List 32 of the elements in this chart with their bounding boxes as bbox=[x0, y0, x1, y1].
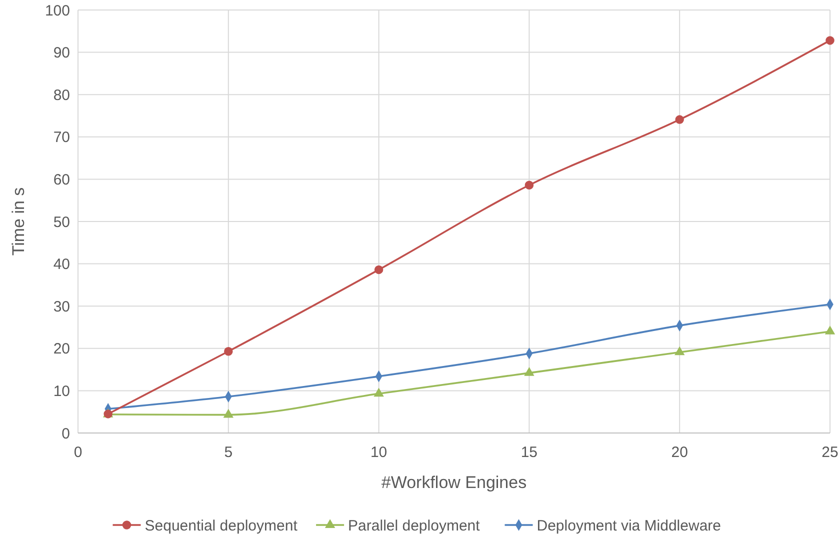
x-tick-label: 10 bbox=[370, 444, 388, 461]
point bbox=[674, 346, 685, 356]
y-tick-label: 90 bbox=[53, 44, 70, 62]
x-axis-title: #Workflow Engines bbox=[381, 473, 527, 492]
point bbox=[824, 326, 836, 334]
x-tick-label: 20 bbox=[671, 444, 688, 461]
legend-label: Parallel deployment bbox=[348, 517, 481, 534]
point bbox=[524, 367, 534, 376]
y-tick-label: 80 bbox=[53, 86, 70, 104]
y-axis-title: Time in s bbox=[9, 187, 28, 256]
point bbox=[223, 408, 234, 418]
y-tick-label: 100 bbox=[44, 2, 70, 20]
point bbox=[524, 180, 534, 190]
legend-label: Sequential deployment bbox=[144, 517, 298, 534]
y-tick-label: 0 bbox=[62, 425, 70, 442]
point bbox=[675, 115, 684, 124]
point bbox=[374, 265, 384, 274]
point bbox=[224, 347, 233, 356]
y-tick-label: 20 bbox=[53, 340, 70, 358]
y-tick-label: 10 bbox=[53, 382, 70, 400]
y-tick-label: 40 bbox=[53, 256, 70, 274]
y-tick-label: 70 bbox=[53, 129, 70, 146]
point bbox=[826, 36, 834, 45]
x-tick-label: 15 bbox=[520, 444, 538, 461]
y-tick-label: 30 bbox=[53, 298, 70, 316]
x-tick-label: 25 bbox=[822, 444, 838, 461]
y-tick-label: 60 bbox=[53, 171, 70, 188]
x-tick-label: 0 bbox=[74, 444, 82, 461]
point bbox=[374, 388, 384, 397]
x-tick-label: 5 bbox=[224, 444, 233, 461]
y-tick-label: 50 bbox=[53, 214, 70, 231]
legend-label: Deployment via Middleware bbox=[536, 517, 721, 534]
